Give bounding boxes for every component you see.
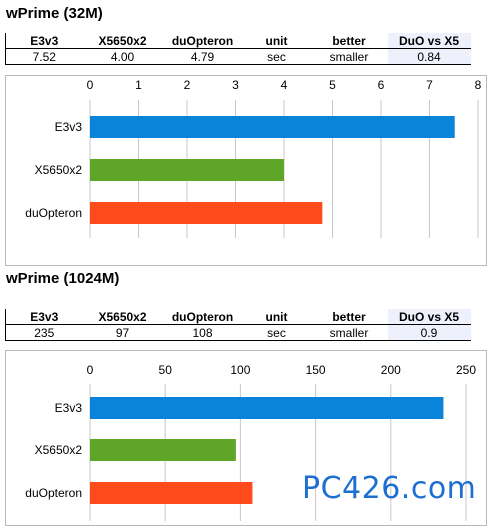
x-tick-label: 3: [232, 78, 239, 92]
bar-duopteron: [90, 482, 253, 504]
table-2-header-unit: unit: [242, 309, 311, 325]
table-1-value-unit: sec: [242, 48, 311, 65]
summary-table-1: E3v3 X5650x2 duOpteron unit better DuO v…: [5, 33, 471, 65]
y-category-label: duOpteron: [25, 486, 82, 500]
watermark-logo: PC426.com: [302, 471, 477, 506]
x-tick-label: 0: [87, 363, 94, 377]
x-tick-label: 2: [184, 78, 191, 92]
x-tick-label: 8: [475, 78, 482, 92]
table-2-header-duopteron: duOpteron: [162, 309, 243, 325]
table-2-header-e3v3: E3v3: [5, 309, 83, 325]
y-category-label: duOpteron: [25, 206, 82, 220]
table-1-value-e3v3: 7.52: [5, 48, 83, 65]
y-category-label: X5650x2: [35, 163, 83, 177]
x-tick-label: 5: [329, 78, 336, 92]
table-1-value-ratio: 0.84: [387, 48, 471, 65]
table-2-header-ratio: DuO vs X5: [387, 309, 471, 325]
table-1-header-x5650x2: X5650x2: [82, 33, 163, 49]
bar-e3v3: [90, 397, 444, 419]
y-category-label: E3v3: [55, 120, 83, 134]
y-category-label: X5650x2: [35, 443, 83, 457]
table-2-value-e3v3: 235: [5, 324, 83, 341]
table-2-header-better: better: [310, 309, 388, 325]
table-2-value-duopteron: 108: [162, 324, 243, 341]
table-1-header-duopteron: duOpteron: [162, 33, 243, 49]
table-1-header-e3v3: E3v3: [5, 33, 83, 49]
bar-x5650x2: [90, 439, 236, 461]
table-2-value-better: smaller: [310, 324, 388, 341]
table-1-header-better: better: [310, 33, 388, 49]
x-tick-label: 6: [378, 78, 385, 92]
table-2-value-x5650x2: 97: [82, 324, 163, 341]
x-tick-label: 150: [306, 363, 326, 377]
table-1-header-ratio: DuO vs X5: [387, 33, 471, 49]
x-tick-label: 0: [87, 78, 94, 92]
chart-2-plot: 0 50 100 150 200 250 E3v3 X5650x2 duOpteron: [25, 363, 476, 521]
bar-e3v3: [90, 116, 455, 138]
x-tick-label: 4: [281, 78, 288, 92]
bar-duopteron: [90, 202, 323, 224]
table-2-value-ratio: 0.9: [387, 324, 471, 341]
x-tick-label: 100: [230, 363, 250, 377]
table-1-value-x5650x2: 4.00: [82, 48, 163, 65]
y-category-label: E3v3: [55, 401, 83, 415]
chart-1-plot: 0 1 2 3 4 5 6 7 8 E3v3 X5650x2 duOpteron: [25, 78, 482, 238]
table-1-value-duopteron: 4.79: [162, 48, 243, 65]
x-tick-label: 200: [381, 363, 401, 377]
table-2-value-unit: sec: [242, 324, 311, 341]
x-tick-label: 250: [456, 363, 476, 377]
bar-x5650x2: [90, 159, 284, 181]
chart-2-title: wPrime (1024M): [6, 270, 120, 287]
x-tick-label: 7: [426, 78, 433, 92]
table-1-header-unit: unit: [242, 33, 311, 49]
summary-table-2: E3v3 X5650x2 duOpteron unit better DuO v…: [5, 309, 471, 341]
table-2-header-x5650x2: X5650x2: [82, 309, 163, 325]
chart-1-frame: 0 1 2 3 4 5 6 7 8 E3v3 X5650x2 duOpteron: [5, 75, 487, 266]
table-1-value-better: smaller: [310, 48, 388, 65]
x-tick-label: 1: [135, 78, 142, 92]
x-tick-label: 50: [159, 363, 173, 377]
chart-1-title: wPrime (32M): [6, 5, 103, 22]
chart-2-frame: 0 50 100 150 200 250 E3v3 X5650x2 duOpteron: [5, 350, 487, 526]
